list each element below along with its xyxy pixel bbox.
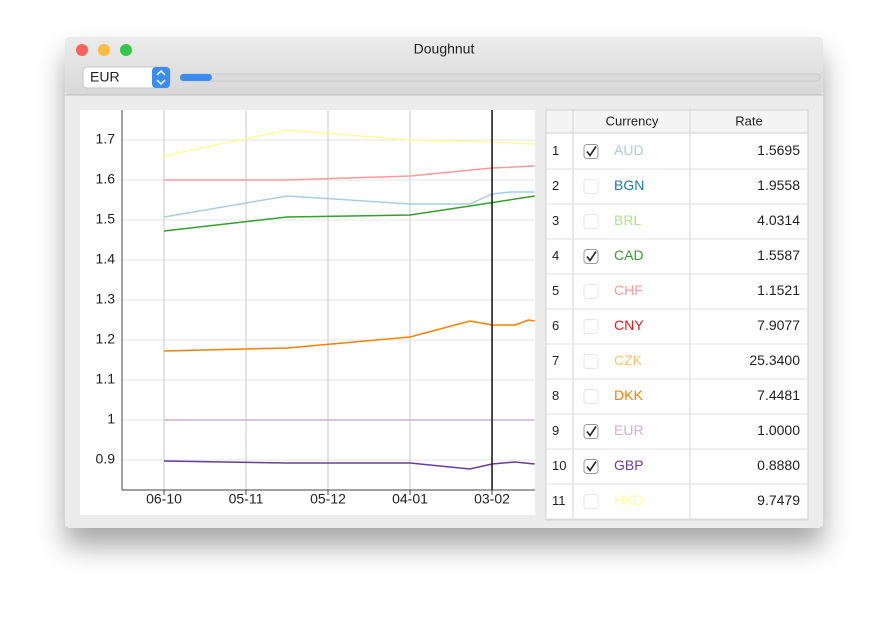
rate: 9.7479 (757, 492, 800, 508)
progress-bar (180, 74, 212, 81)
close-button[interactable] (76, 44, 88, 56)
x-tick-label: 04-01 (392, 491, 428, 507)
rate: 4.0314 (757, 212, 800, 228)
checkbox[interactable] (583, 284, 599, 299)
row-index: 7 (552, 353, 559, 368)
x-tick-label: 06-10 (146, 491, 182, 507)
series-line (163, 165, 535, 181)
currency-name: CAD (614, 247, 644, 263)
rate: 1.5587 (757, 247, 800, 263)
x-tick-label: 05-11 (229, 491, 264, 507)
series-line (163, 460, 535, 470)
x-tick-label: 03-02 (474, 491, 510, 507)
row-index: 3 (552, 213, 559, 228)
currency-name: AUD (614, 142, 644, 158)
row-index: 6 (552, 318, 559, 333)
chart-area (80, 110, 535, 515)
currency-name: DKK (614, 387, 643, 403)
zoom-button[interactable] (120, 44, 132, 56)
y-tick-label: 1.5 (96, 211, 116, 227)
minimize-button[interactable] (98, 44, 110, 56)
row-index: 8 (552, 388, 559, 403)
y-tick-label: 0.9 (96, 451, 116, 467)
checkmark (586, 426, 597, 437)
series-line (163, 319, 535, 352)
y-tick-label: 1.1 (96, 371, 116, 387)
checkmark (586, 461, 597, 472)
currency-name: EUR (614, 422, 644, 438)
combo-arrow-icon (156, 69, 166, 86)
table-rows: 1 AUD 1.5695 2 BGN 1.9558 3 BRL 4.0314 4 CAD 1.5587… (546, 142, 808, 520)
currency-name: BGN (614, 177, 644, 193)
y-tick-label: 1.3 (96, 291, 116, 307)
chart: 0.9 1 1.1 1.2 1.3 1.4 1.5 1.6 1.7 06-10 05-11 05-12… (96, 110, 535, 507)
series-line (163, 129, 535, 157)
checkmark (586, 146, 597, 157)
checkbox[interactable] (583, 214, 599, 229)
currency-name: CNY (614, 317, 644, 333)
row-index: 2 (552, 178, 559, 193)
y-tick-label: 1.7 (96, 131, 116, 147)
table (545, 109, 809, 521)
row-index: 11 (552, 493, 566, 508)
checkbox[interactable] (583, 319, 599, 334)
rate: 1.5695 (757, 142, 800, 158)
rate: 1.1521 (757, 282, 800, 298)
window-title: Doughnut (414, 41, 475, 57)
rate: 1.9558 (757, 177, 800, 193)
checkmark (586, 251, 597, 262)
checkbox[interactable] (583, 494, 599, 509)
currency-name: BRL (614, 212, 641, 228)
rate: 1.0000 (757, 422, 800, 438)
currency-name: HKD (614, 492, 644, 508)
checkbox[interactable] (583, 389, 599, 404)
rate: 7.4481 (757, 387, 800, 403)
combo-text: EUR (90, 69, 120, 85)
checkbox[interactable] (583, 354, 599, 369)
row-index: 9 (552, 423, 559, 438)
currency-name: CZK (614, 352, 643, 368)
rate: 25.3400 (749, 352, 800, 368)
y-tick-label: 1.4 (96, 251, 116, 267)
combo-arrows[interactable] (152, 67, 170, 88)
currency-name: GBP (614, 457, 644, 473)
rate: 0.8880 (757, 457, 800, 473)
column-header: Currency (606, 113, 659, 128)
rate: 7.9077 (757, 317, 800, 333)
x-tick-label: 05-12 (310, 491, 346, 507)
row-index: 10 (552, 458, 566, 473)
checkbox[interactable] (583, 179, 599, 194)
column-header: Rate (735, 113, 762, 128)
series-line (163, 191, 535, 218)
y-tick-label: 1 (107, 411, 115, 427)
progress-track (179, 73, 821, 82)
currency-name: CHF (614, 282, 643, 298)
y-tick-label: 1.2 (96, 331, 116, 347)
y-tick-label: 1.6 (96, 171, 116, 187)
table-header (545, 109, 809, 134)
row-index: 4 (552, 248, 559, 263)
row-index: 1 (552, 143, 559, 158)
row-index: 5 (552, 283, 559, 298)
